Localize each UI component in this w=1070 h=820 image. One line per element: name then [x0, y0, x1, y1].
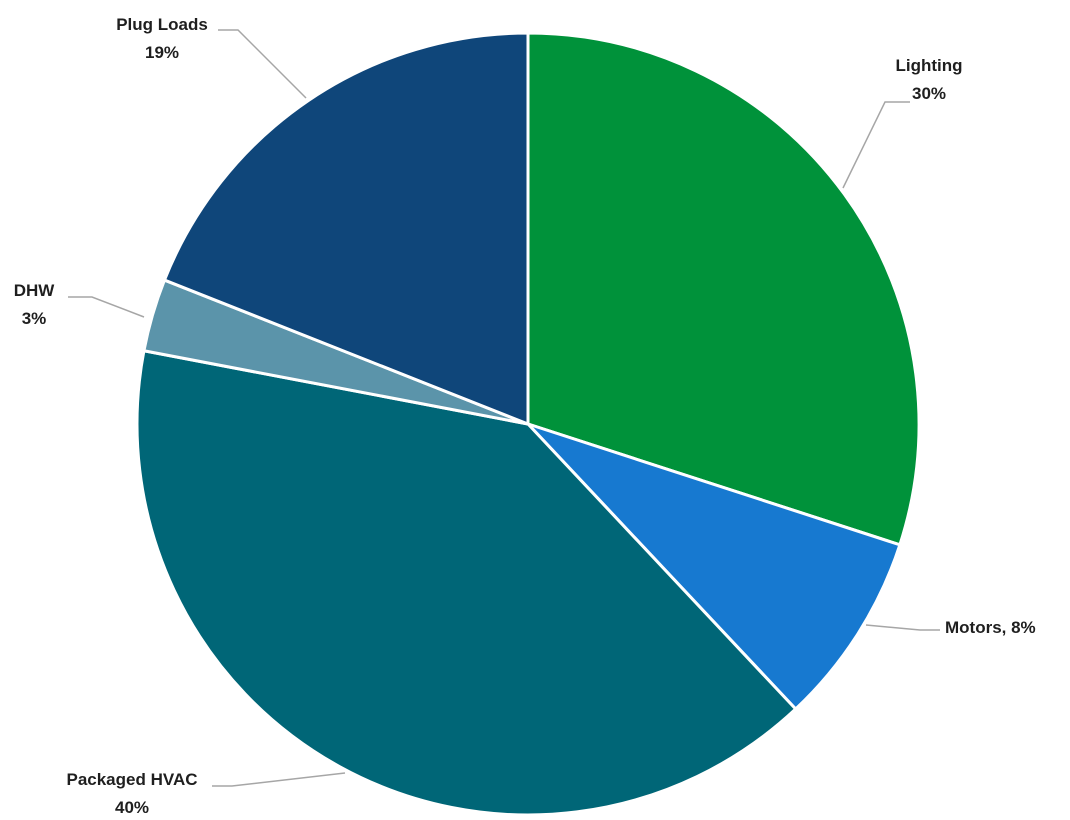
data-label-name: Packaged HVAC	[66, 770, 197, 789]
data-label-value: 40%	[115, 798, 149, 817]
data-label-name: Lighting	[895, 56, 962, 75]
data-labels-layer: Lighting 30% Motors, 8% Packaged HVAC 40% DHW…	[14, 15, 1036, 817]
data-label-value: 30%	[912, 84, 946, 103]
leader-lines-layer	[68, 29, 940, 787]
leader-line-plug-loads	[218, 29, 307, 99]
pie-slice-plug-loads	[162, 31, 530, 426]
leader-line-packaged-hvac	[212, 772, 346, 787]
data-label-name: DHW	[14, 281, 56, 300]
pie-slice-packaged-hvac	[135, 349, 798, 817]
leader-line-motors	[865, 624, 940, 631]
leader-line-lighting	[842, 101, 910, 189]
data-label-dhw: DHW 3%	[14, 281, 56, 328]
data-label-packaged-hvac: Packaged HVAC 40%	[66, 770, 197, 817]
data-label-motors: Motors, 8%	[945, 618, 1036, 637]
leader-line-dhw	[68, 296, 145, 318]
pie-slice-motors	[526, 422, 902, 711]
data-label-plug-loads: Plug Loads 19%	[116, 15, 208, 62]
data-label-value: 19%	[145, 43, 179, 62]
data-label-lighting: Lighting 30%	[895, 56, 962, 103]
pie-slice-lighting	[526, 31, 921, 547]
data-label-value: 3%	[22, 309, 47, 328]
slices-layer	[135, 31, 921, 817]
data-label-name: Plug Loads	[116, 15, 208, 34]
